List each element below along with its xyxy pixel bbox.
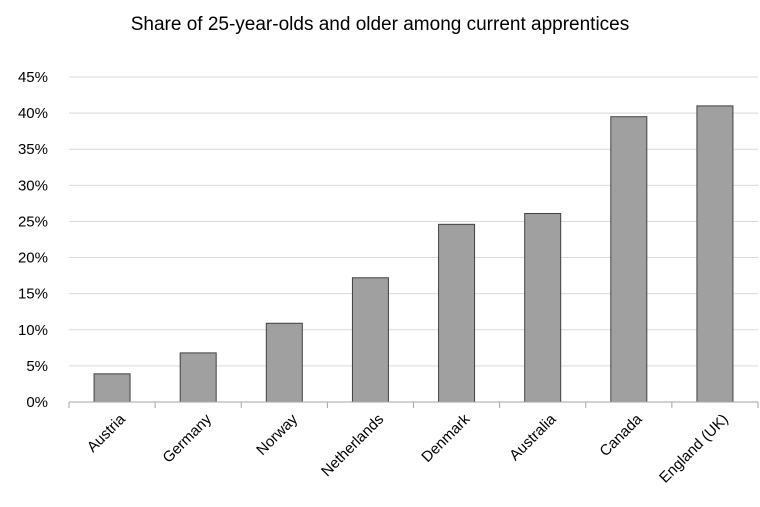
y-tick-label: 5% — [26, 358, 48, 375]
x-tick-label: Austria — [84, 410, 129, 455]
x-tick-label: Canada — [596, 410, 646, 460]
x-tick-label: Denmark — [418, 410, 473, 465]
y-tick-label: 0% — [26, 394, 48, 411]
y-tick-label: 20% — [18, 250, 48, 267]
bar — [93, 373, 131, 403]
y-tick-label: 40% — [18, 105, 48, 122]
y-tick-label: 30% — [18, 177, 48, 194]
y-tick-label: 15% — [18, 286, 48, 303]
x-tick-label: Germany — [159, 410, 215, 466]
bar — [351, 277, 389, 403]
y-tick-label: 25% — [18, 213, 48, 230]
y-tick-label: 45% — [18, 69, 48, 86]
bar — [610, 116, 648, 403]
bars — [93, 105, 734, 403]
bar — [265, 322, 303, 403]
y-tick-label: 10% — [18, 322, 48, 339]
y-tick-label: 35% — [18, 141, 48, 158]
x-axis-category-labels: Austria Germany Norway Netherlands Denmark Au… — [84, 410, 732, 486]
x-tick-label: England (UK) — [656, 411, 732, 487]
chart-title: Share of 25-year-olds and older among cu… — [130, 14, 630, 35]
gridlines — [69, 76, 758, 367]
x-axis — [68, 401, 759, 408]
bar — [179, 352, 217, 403]
bar — [696, 105, 734, 403]
y-axis-tick-labels: 0% 5% 10% 15% 20% 25% 30% 35% 40% 45% — [18, 69, 48, 411]
x-tick-label: Norway — [253, 410, 301, 458]
bar — [524, 213, 562, 403]
x-tick-label: Netherlands — [318, 411, 387, 480]
bar — [438, 223, 476, 403]
x-tick-label: Australia — [506, 410, 560, 464]
